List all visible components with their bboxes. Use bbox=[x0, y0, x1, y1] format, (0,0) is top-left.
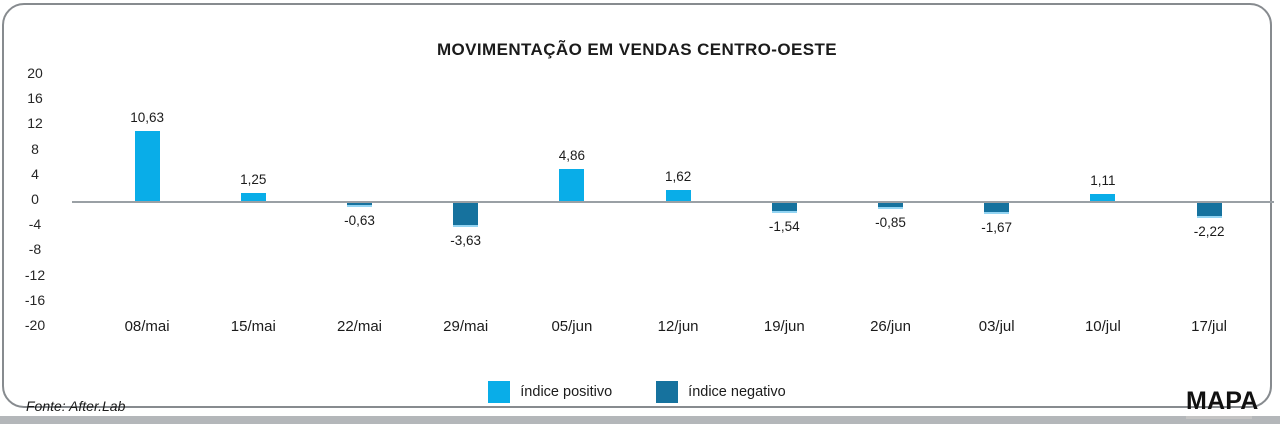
y-axis-tick-label: 8 bbox=[31, 140, 39, 157]
y-axis-tick-label: -8 bbox=[28, 241, 42, 258]
bar-value-label: 1,25 bbox=[240, 172, 267, 187]
bar-negative bbox=[453, 201, 479, 227]
page-bottom-strip bbox=[0, 416, 1280, 424]
y-axis-tick-label: -12 bbox=[24, 266, 46, 283]
x-axis-label: 22/mai bbox=[336, 318, 383, 335]
bar-value-label: 10,63 bbox=[130, 110, 164, 125]
bar-negative bbox=[1196, 201, 1222, 218]
bar-value-label: -2,22 bbox=[1193, 224, 1225, 239]
bar-value-label: 4,86 bbox=[558, 148, 586, 163]
y-axis-tick-label: 4 bbox=[31, 165, 39, 182]
legend-label-negative: índice negativo bbox=[688, 384, 786, 400]
chart-title: MOVIMENTAÇÃO EM VENDAS CENTRO-OESTE bbox=[437, 40, 837, 59]
bar-positive bbox=[134, 131, 160, 203]
bar-positive bbox=[665, 190, 691, 203]
bar-value-label: 1,11 bbox=[1090, 173, 1116, 188]
x-axis-label: 17/jul bbox=[1191, 318, 1228, 335]
mapa-logo: MAPA bbox=[1186, 387, 1259, 419]
bar-positive bbox=[240, 193, 266, 203]
bar-negative bbox=[771, 201, 797, 213]
x-axis-label: 08/mai bbox=[124, 318, 170, 335]
x-axis-label: 12/jun bbox=[657, 318, 699, 335]
bar-value-label: -1,67 bbox=[981, 220, 1013, 235]
bar-value-label: 1,62 bbox=[664, 169, 692, 184]
y-axis-tick-label: 0 bbox=[31, 191, 39, 207]
bar-value-label: -3,63 bbox=[450, 233, 482, 248]
y-axis-tick-label: 12 bbox=[27, 115, 43, 132]
x-axis-label: 15/mai bbox=[230, 318, 276, 335]
bar-value-label: -1,54 bbox=[768, 219, 800, 234]
chart-card: MOVIMENTAÇÃO EM VENDAS CENTRO-OESTE 20 16… bbox=[2, 3, 1274, 419]
x-axis-label: 29/mai bbox=[443, 318, 489, 335]
legend-item-negative: índice negativo bbox=[656, 381, 786, 403]
mapa-logo-text: MAPA bbox=[1186, 387, 1259, 415]
bar-negative bbox=[347, 201, 372, 207]
legend-swatch-negative-icon bbox=[656, 381, 679, 403]
y-axis-tick-label: -4 bbox=[28, 216, 42, 233]
y-axis-tick-label: 20 bbox=[27, 65, 43, 81]
legend-item-positive: índice positivo bbox=[488, 381, 612, 403]
x-axis-label: 26/jun bbox=[870, 318, 911, 335]
bar-negative bbox=[878, 201, 903, 209]
bar-value-label: -0,85 bbox=[875, 215, 906, 230]
legend-swatch-positive-icon bbox=[488, 381, 511, 403]
y-axis-tick-label: 16 bbox=[27, 90, 43, 107]
x-axis-label: 10/jul bbox=[1084, 318, 1121, 335]
bar-value-label: -0,63 bbox=[344, 213, 375, 228]
legend-label-positive: índice positivo bbox=[520, 384, 613, 400]
x-axis-label: 05/jun bbox=[551, 318, 593, 335]
bar-positive bbox=[559, 169, 585, 203]
y-axis-tick-label: -20 bbox=[24, 317, 46, 333]
zero-axis-line bbox=[72, 201, 1274, 203]
chart-legend: índice positivo índice negativo bbox=[4, 381, 1270, 403]
y-axis-tick-label: -16 bbox=[24, 291, 46, 308]
source-text: Fonte: After.Lab bbox=[26, 398, 126, 414]
bar-negative bbox=[984, 201, 1010, 214]
x-axis-label: 03/jul bbox=[978, 318, 1015, 335]
x-axis-label: 19/jun bbox=[763, 318, 805, 335]
mapa-logo-tagline bbox=[1186, 416, 1252, 419]
bar-positive bbox=[1090, 194, 1116, 203]
